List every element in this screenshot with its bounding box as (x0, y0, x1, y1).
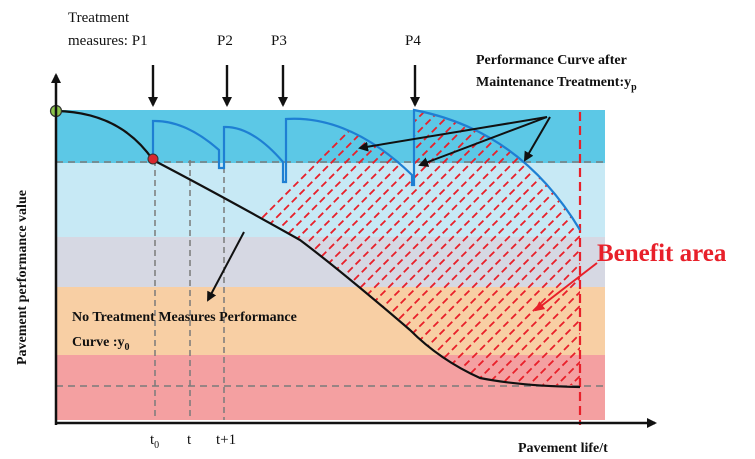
after-treatment-sub: p (631, 82, 637, 93)
untreated-sub: 0 (125, 342, 130, 353)
hatch-line (746, 110, 755, 420)
tick-t0-text: t (150, 432, 155, 448)
treatment-label-line1: Treatment (68, 10, 130, 26)
treatment-label-line2: measures: P1 (68, 33, 148, 49)
hatch-line (255, 110, 567, 386)
p4-label: P4 (405, 33, 421, 49)
untreated-callout-arrow (207, 231, 245, 302)
treated-curve-yp (151, 108, 581, 231)
benefit-arrow (534, 262, 598, 312)
tick-t1: t+1 (216, 432, 236, 448)
benefit-area-label: Benefit area (597, 240, 727, 267)
after-callout-arrow-2 (418, 116, 548, 167)
hatch-line (199, 110, 511, 386)
hatch-line (241, 110, 553, 386)
tick-t0: t0 (150, 432, 159, 451)
y-axis-label: Pavement performance value (15, 190, 30, 365)
untreated-label-line2: Curve :y0 (72, 335, 130, 353)
hatch-line (227, 110, 539, 386)
after-callout-arrow-3 (523, 116, 551, 162)
hatch-line (213, 110, 525, 386)
band-excellent (56, 110, 605, 163)
hatch-line (153, 110, 371, 386)
after-treatment-text: Maintenance Treatment:y (476, 75, 631, 90)
intersection-point (147, 153, 159, 165)
untreated-label-line1: No Treatment Measures Performance (72, 310, 297, 325)
band-poor (56, 287, 605, 355)
hatch-line (157, 110, 469, 386)
hatch-line (153, 110, 413, 386)
untreated-text: Curve :y (72, 335, 125, 350)
tick-t0-sub: 0 (154, 440, 159, 451)
hatch-line (185, 110, 497, 386)
band-bad (56, 355, 605, 420)
untreated-curve-y0 (55, 109, 581, 389)
p3-label: P3 (271, 33, 287, 49)
hatch-line (153, 110, 427, 386)
p2-label: P2 (217, 33, 233, 49)
hatch-line (153, 110, 385, 386)
tick-t: t (187, 432, 192, 448)
hatch-line (732, 110, 755, 420)
after-callout-arrow-1 (358, 116, 548, 152)
band-good (56, 163, 605, 237)
after-treatment-label-line2: Maintenance Treatment:yp (476, 75, 637, 93)
after-treatment-label-line1: Performance Curve after (476, 53, 627, 68)
hatch-line (153, 110, 441, 386)
x-axis-label: Pavement life/t (518, 441, 608, 456)
hatch-line (153, 110, 399, 386)
